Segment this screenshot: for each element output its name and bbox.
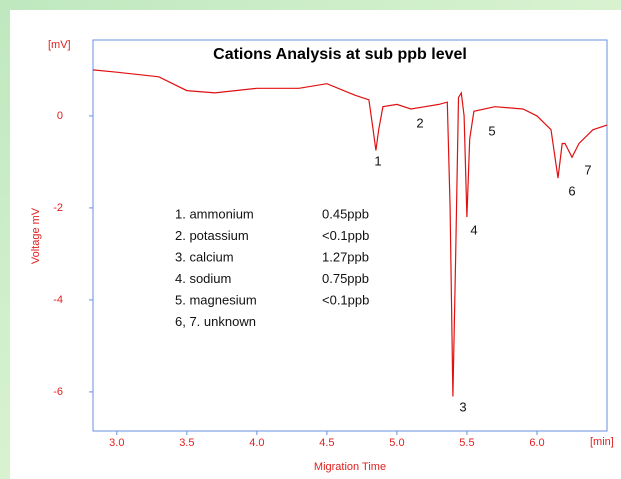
chart-title: Cations Analysis at sub ppb level <box>213 46 467 63</box>
legend-cell: <0.1ppb <box>322 228 369 243</box>
legend-cell: 1.27ppb <box>322 249 369 264</box>
peak-label: 1 <box>374 153 381 168</box>
panel <box>10 10 621 479</box>
y-tick-label: -4 <box>53 294 63 306</box>
y-tick-label: 0 <box>57 110 63 122</box>
legend-cell: 0.45ppb <box>322 206 369 221</box>
legend-cell: 4. sodium <box>175 271 231 286</box>
legend-cell: 3. calcium <box>175 249 234 264</box>
peak-label: 6 <box>568 183 575 198</box>
x-axis-title: Migration Time <box>314 461 386 473</box>
x-tick-label: 3.5 <box>179 437 194 449</box>
legend-cell: 1. ammonium <box>175 206 254 221</box>
peak-label: 5 <box>488 123 495 138</box>
y-axis-title: Voltage mV <box>30 207 42 264</box>
plot-frame <box>92 39 608 432</box>
x-unit: [min] <box>590 436 614 448</box>
legend-cell: 0.75ppb <box>322 271 369 286</box>
legend-cell: <0.1ppb <box>322 292 369 307</box>
legend-cell: 5. magnesium <box>175 292 257 307</box>
legend-note: 6, 7. unknown <box>175 314 256 329</box>
x-tick-label: 4.0 <box>249 437 264 449</box>
x-tick-label: 5.0 <box>389 437 404 449</box>
x-tick-label: 4.5 <box>319 437 334 449</box>
peak-label: 2 <box>416 115 423 130</box>
data-line <box>92 69 608 397</box>
legend-cell: 2. potassium <box>175 228 249 243</box>
peak-label: 4 <box>470 222 477 237</box>
x-tick-label: 6.0 <box>529 437 544 449</box>
y-unit: [mV] <box>48 39 71 51</box>
peak-label: 7 <box>584 162 591 177</box>
x-tick-label: 5.5 <box>459 437 474 449</box>
y-tick-label: -6 <box>53 386 63 398</box>
y-tick-label: -2 <box>53 202 63 214</box>
x-tick-label: 3.0 <box>109 437 124 449</box>
peak-label: 3 <box>459 399 466 414</box>
